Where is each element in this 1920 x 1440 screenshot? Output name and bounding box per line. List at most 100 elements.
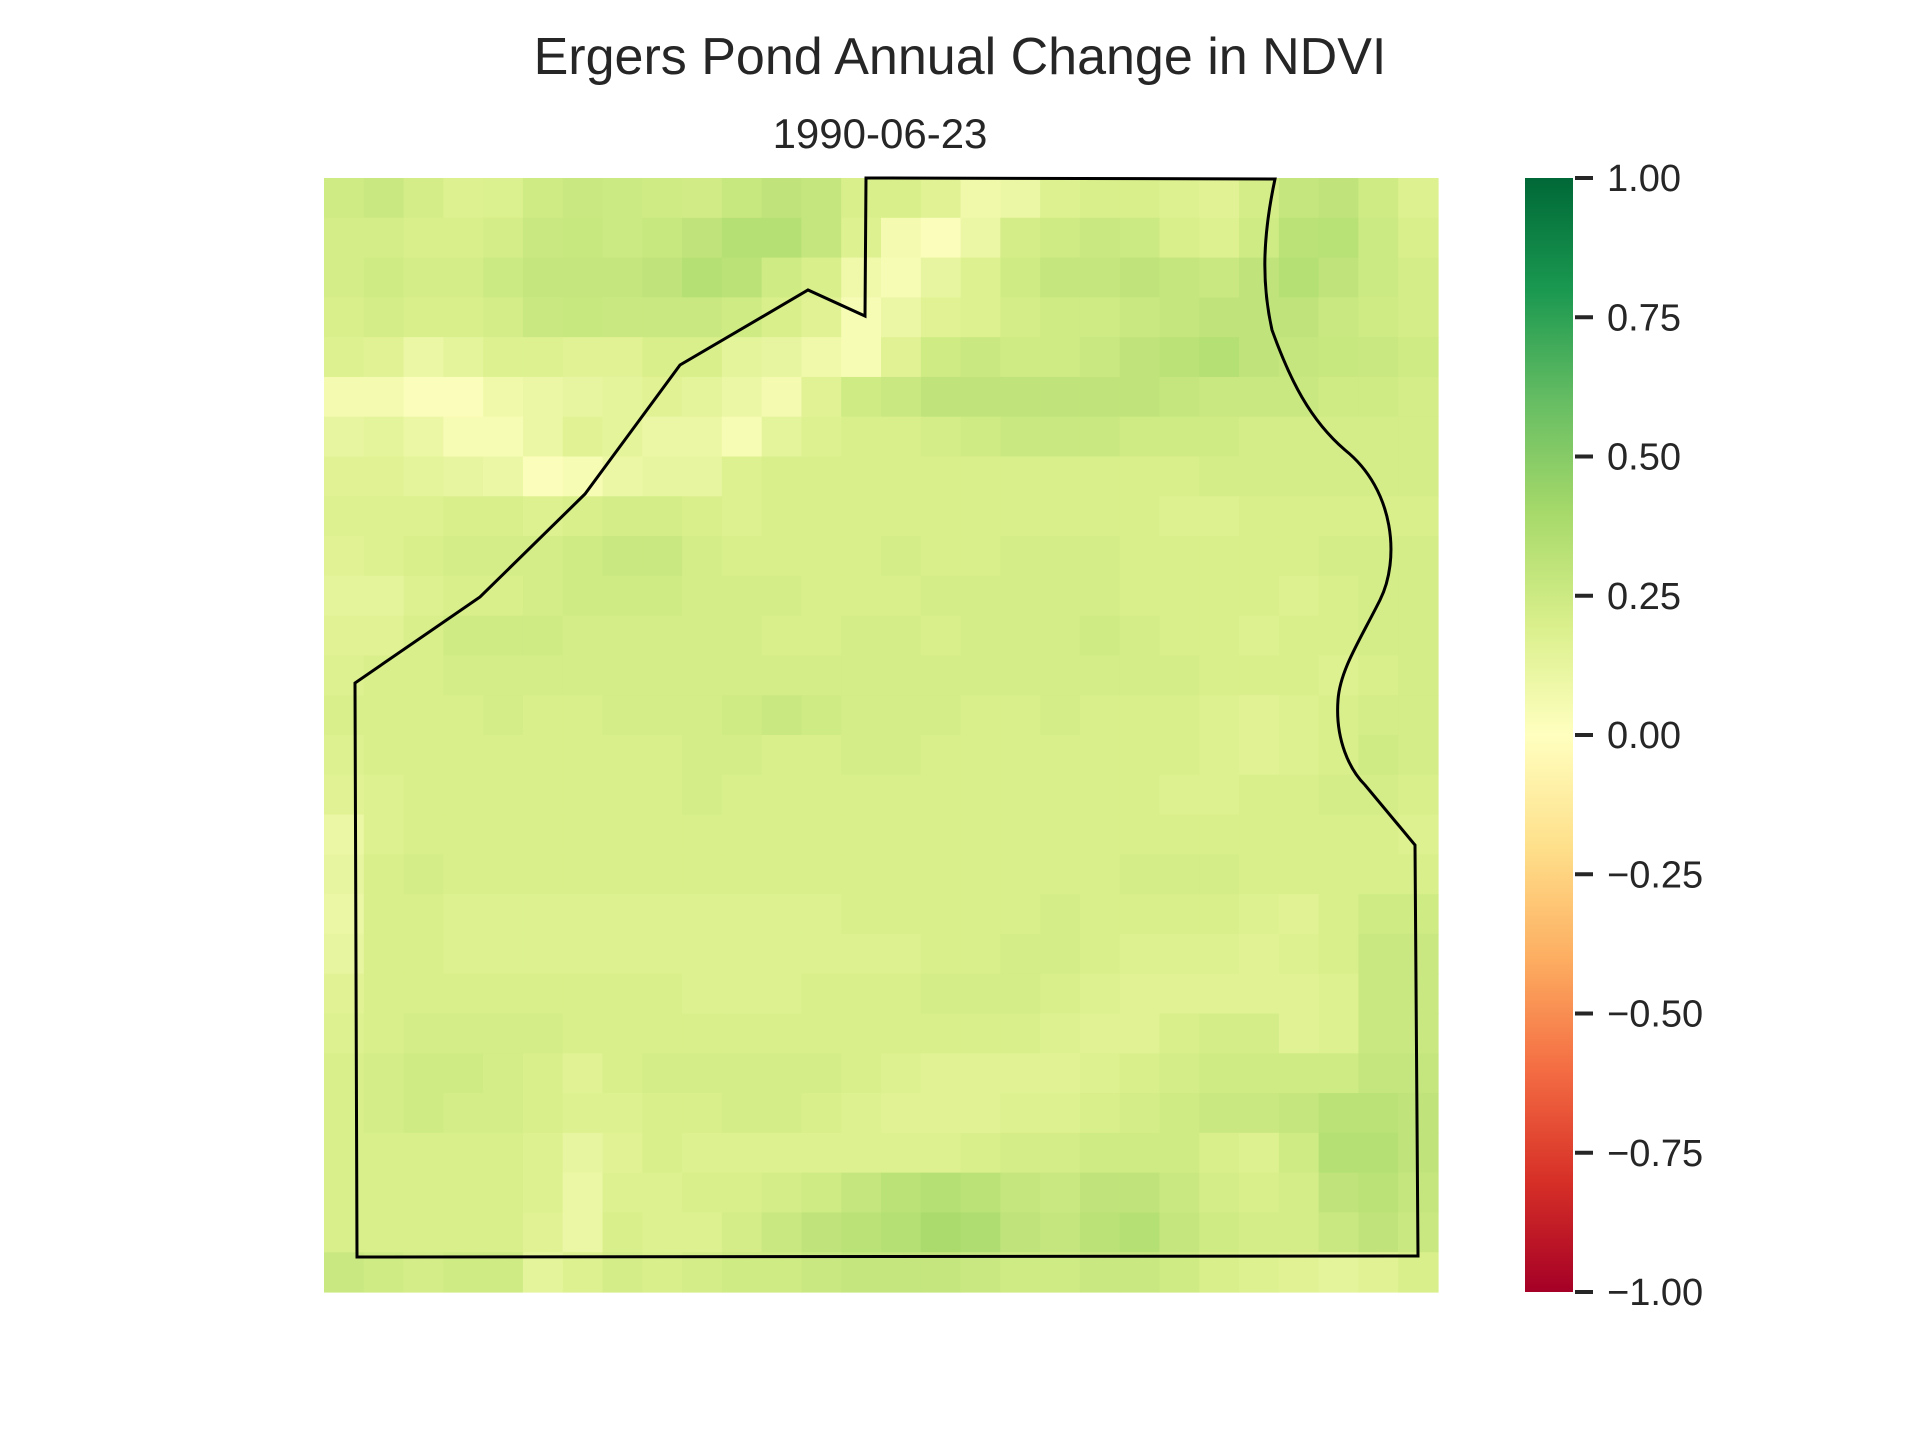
heatmap-cell xyxy=(443,1053,484,1094)
heatmap-cell xyxy=(324,973,365,1015)
heatmap-cell xyxy=(682,1172,723,1214)
heatmap-cell xyxy=(1199,1132,1240,1174)
heatmap-cell xyxy=(1159,814,1200,855)
heatmap-cell xyxy=(1000,695,1041,736)
heatmap-cell xyxy=(841,774,882,816)
heatmap-cell xyxy=(841,854,882,895)
heatmap-cell xyxy=(920,814,962,855)
heatmap-cell xyxy=(642,1093,683,1134)
heatmap-cell xyxy=(960,376,1001,418)
heatmap-cell xyxy=(960,496,1001,537)
heatmap-cell xyxy=(403,814,444,855)
heatmap-cell xyxy=(443,575,484,617)
heatmap-cell xyxy=(1278,416,1320,458)
heatmap-cell xyxy=(1398,695,1439,736)
heatmap-cell xyxy=(1278,337,1320,378)
heatmap-cell xyxy=(363,456,405,497)
heatmap-cell xyxy=(881,655,922,696)
heatmap-cell xyxy=(602,217,643,259)
heatmap-cell xyxy=(1159,854,1200,895)
heatmap-cell xyxy=(960,1053,1001,1094)
heatmap-cell xyxy=(1040,854,1081,895)
heatmap-cell xyxy=(1040,1172,1081,1214)
heatmap-cell xyxy=(1119,774,1161,816)
heatmap-cell xyxy=(602,1093,643,1134)
heatmap-cell xyxy=(1358,496,1399,537)
heatmap-cell xyxy=(1199,217,1240,259)
heatmap-cell xyxy=(443,814,484,855)
heatmap-cell xyxy=(1358,1252,1399,1293)
heatmap-cell xyxy=(1278,774,1320,816)
heatmap-cell xyxy=(522,1053,564,1094)
heatmap-cell xyxy=(1000,774,1041,816)
pond-boundary-outline xyxy=(353,176,1420,1259)
heatmap-cell xyxy=(1199,695,1240,736)
heatmap-cell xyxy=(761,854,803,895)
heatmap-cell xyxy=(960,217,1001,259)
heatmap-cell xyxy=(721,416,763,458)
heatmap-cell xyxy=(403,1013,444,1054)
heatmap-cell xyxy=(324,337,365,378)
heatmap-cell xyxy=(562,496,604,537)
heatmap-cell xyxy=(443,456,484,497)
heatmap-cell xyxy=(1079,1212,1121,1253)
heatmap-cell xyxy=(1040,217,1081,259)
heatmap-cell xyxy=(1119,456,1161,497)
heatmap-cell xyxy=(1079,536,1121,577)
heatmap-cell xyxy=(682,257,723,298)
heatmap-cell xyxy=(841,894,882,935)
colorbar-tick-label: 1.00 xyxy=(1607,158,1681,200)
heatmap-cell xyxy=(960,774,1001,816)
heatmap-cell xyxy=(562,178,604,219)
heatmap-cell xyxy=(1000,416,1041,458)
heatmap-cell xyxy=(1119,1172,1161,1214)
heatmap-cell xyxy=(1398,735,1439,776)
heatmap-cell xyxy=(562,973,604,1015)
heatmap-cell xyxy=(920,1013,962,1054)
heatmap-cell xyxy=(682,894,723,935)
heatmap-cell xyxy=(1159,536,1200,577)
heatmap-cell xyxy=(1000,615,1041,657)
heatmap-cell xyxy=(721,337,763,378)
heatmap-cell xyxy=(483,894,524,935)
heatmap-cell xyxy=(920,297,962,338)
heatmap-cell xyxy=(881,814,922,855)
heatmap-cell xyxy=(562,217,604,259)
heatmap-cell xyxy=(1278,297,1320,338)
heatmap-cell xyxy=(602,933,643,975)
heatmap-cell xyxy=(1239,695,1280,736)
heatmap-cell xyxy=(1239,376,1280,418)
heatmap-cell xyxy=(801,337,842,378)
heatmap-cell xyxy=(960,814,1001,855)
heatmap-cell xyxy=(363,1053,405,1094)
heatmap-cell xyxy=(483,496,524,537)
heatmap-cell xyxy=(1239,416,1280,458)
heatmap-cell xyxy=(1278,1172,1320,1214)
heatmap-cell xyxy=(1000,1252,1041,1293)
heatmap-cell xyxy=(1040,655,1081,696)
heatmap-cell xyxy=(960,695,1001,736)
colorbar-tick-label: −0.50 xyxy=(1607,994,1703,1036)
heatmap-cell xyxy=(761,496,803,537)
heatmap-cell xyxy=(881,416,922,458)
heatmap-cell xyxy=(602,1132,643,1174)
heatmap-cell xyxy=(1159,1093,1200,1134)
heatmap-cell xyxy=(841,257,882,298)
heatmap-cell xyxy=(1119,1252,1161,1293)
heatmap-cell xyxy=(761,1132,803,1174)
heatmap-cell xyxy=(1398,416,1439,458)
heatmap-cell xyxy=(1278,575,1320,617)
heatmap-cell xyxy=(682,496,723,537)
heatmap-cell xyxy=(801,774,842,816)
heatmap-cell xyxy=(1239,337,1280,378)
heatmap-cell xyxy=(562,337,604,378)
heatmap-cell xyxy=(522,376,564,418)
heatmap-cell xyxy=(801,416,842,458)
heatmap-cell xyxy=(483,297,524,338)
heatmap-cell xyxy=(1398,973,1439,1015)
heatmap-cell xyxy=(483,735,524,776)
heatmap-cell xyxy=(1318,337,1360,378)
heatmap-cell xyxy=(960,933,1001,975)
heatmap-cell xyxy=(1199,297,1240,338)
heatmap-cell xyxy=(761,416,803,458)
